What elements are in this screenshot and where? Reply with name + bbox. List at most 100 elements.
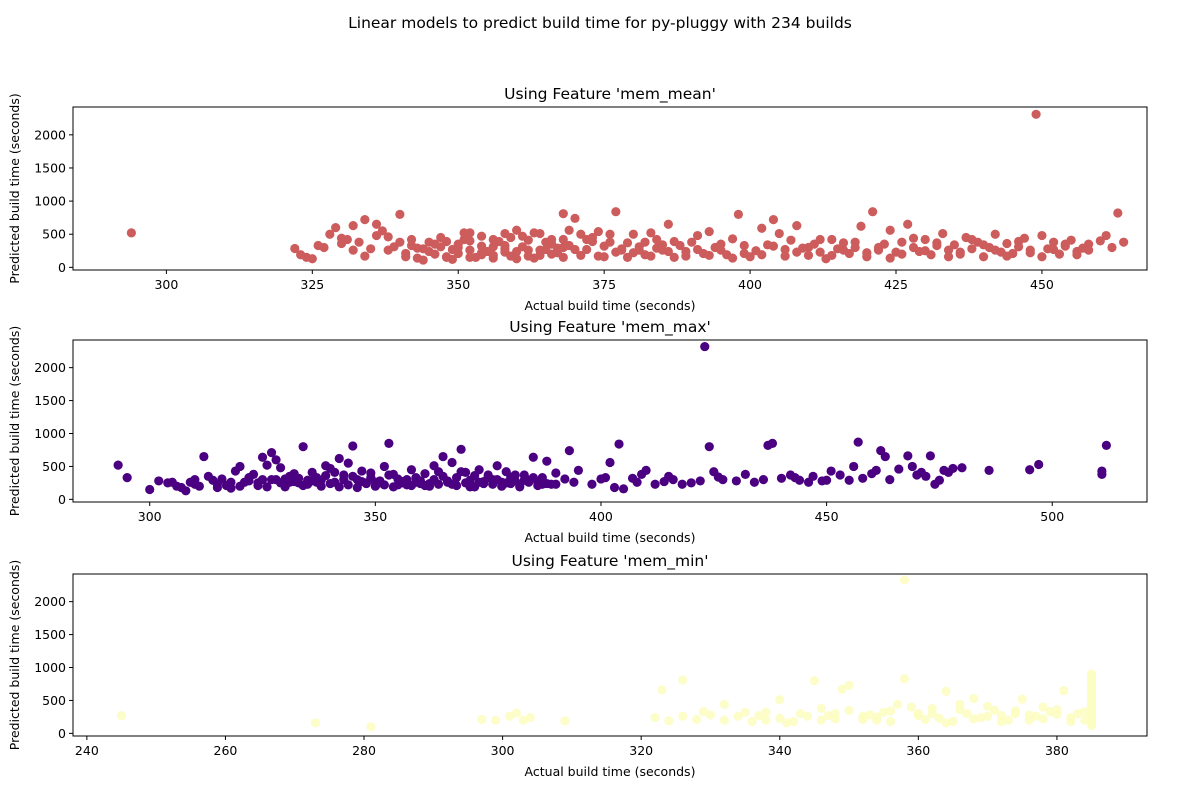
data-point-1-89: [792, 221, 802, 231]
data-point-2-196: [515, 482, 525, 492]
data-point-2-90: [560, 474, 570, 484]
data-point-2-110: [686, 478, 696, 488]
data-point-3-53: [1045, 707, 1055, 717]
data-point-1-230: [406, 234, 417, 245]
data-point-1-53: [582, 244, 592, 255]
data-point-1-190: [920, 246, 930, 256]
data-point-2-212: [357, 476, 367, 487]
data-point-1-204: [1084, 245, 1094, 255]
data-point-2-97: [605, 457, 615, 468]
data-point-3-99: [816, 715, 826, 725]
data-point-1-32: [465, 245, 475, 255]
data-point-3-8: [525, 712, 535, 723]
data-point-2-213: [366, 468, 376, 478]
data-point-2-211: [348, 471, 358, 481]
data-point-3-39: [948, 716, 958, 727]
data-point-2-2: [145, 484, 155, 495]
data-point-2-220: [429, 475, 439, 485]
data-point-1-7: [325, 229, 335, 239]
data-point-1-85: [768, 215, 779, 225]
data-point-2-72: [474, 465, 484, 475]
data-point-3-89: [1024, 710, 1034, 720]
data-point-3-91: [1052, 705, 1062, 715]
data-point-3-90: [1038, 714, 1048, 724]
data-point-2-203: [275, 478, 286, 488]
data-point-1-13: [360, 215, 370, 225]
x-axis-label-1: Actual build time (seconds): [525, 298, 696, 313]
data-point-1-4: [307, 254, 317, 264]
x-tick-label-1-3: 375: [592, 277, 616, 292]
x-tick-label-3-2: 280: [352, 743, 376, 758]
data-point-2-167: [253, 478, 263, 488]
x-tick-label-3-0: 240: [75, 743, 99, 758]
data-point-1-222: [582, 234, 592, 245]
data-point-1-160: [564, 225, 574, 235]
x-tick-label-2-4: 500: [1040, 509, 1064, 524]
y-tick-label-1-1: 500: [42, 227, 66, 242]
data-point-3-103: [761, 707, 771, 717]
data-point-1-226: [628, 229, 638, 239]
data-point-2-222: [447, 479, 457, 489]
data-point-1-236: [476, 248, 487, 258]
data-point-1-175: [739, 248, 749, 259]
data-point-2-210: [339, 475, 349, 485]
data-point-2-215: [384, 470, 394, 480]
y-tick-label-2-1: 500: [42, 459, 66, 474]
data-point-1-79: [733, 209, 744, 219]
data-point-1-158: [541, 244, 551, 255]
data-point-1-165: [622, 252, 633, 263]
data-point-3-37: [934, 713, 944, 723]
data-point-1-125: [1002, 238, 1012, 249]
x-tick-label-1-4: 400: [738, 277, 762, 292]
data-point-1-172: [704, 250, 714, 261]
data-point-1-51: [570, 213, 580, 223]
data-point-3-83: [941, 718, 951, 728]
x-tick-label-3-7: 380: [1045, 743, 1069, 758]
data-point-3-100: [802, 711, 813, 721]
y-tick-label-3-4: 2000: [34, 594, 66, 609]
data-point-1-107: [897, 237, 907, 247]
data-point-2-84: [528, 452, 538, 462]
data-point-3-58: [1080, 715, 1090, 725]
data-point-3-16: [761, 715, 771, 725]
data-point-2-224: [465, 482, 475, 492]
data-point-1-19: [395, 209, 405, 219]
data-point-1-74: [704, 226, 714, 237]
data-point-1-14: [366, 244, 376, 254]
data-point-2-202: [266, 475, 277, 485]
data-point-1-174: [727, 253, 738, 263]
data-point-1-186: [873, 242, 884, 253]
data-point-1-49: [558, 234, 568, 245]
data-point-2-15: [217, 474, 227, 484]
data-point-1-215: [500, 240, 510, 251]
data-point-2-0: [113, 460, 123, 470]
data-point-2-208: [321, 471, 331, 481]
y-tick-label-2-2: 1000: [34, 426, 66, 441]
data-point-2-209: [330, 467, 340, 477]
data-point-2-135: [858, 473, 868, 483]
data-point-3-102: [775, 713, 785, 723]
data-point-1-114: [938, 228, 948, 239]
data-point-1-145: [401, 252, 411, 262]
data-point-2-214: [375, 478, 385, 488]
data-point-1-93: [815, 247, 825, 257]
data-point-2-159: [1101, 440, 1111, 450]
data-point-2-66: [447, 457, 457, 468]
data-point-1-130: [1031, 109, 1041, 119]
y-axis-label-3: Predicted build time (seconds): [7, 560, 22, 750]
x-axis-label-2: Actual build time (seconds): [525, 530, 696, 545]
x-tick-label-3-5: 340: [768, 743, 792, 758]
data-point-2-112: [704, 442, 714, 452]
x-tick-label-1-5: 425: [884, 277, 908, 292]
subplot-title-3: Using Feature 'mem_min': [511, 552, 708, 571]
data-point-1-151: [465, 252, 475, 263]
data-point-2-133: [849, 461, 859, 472]
data-point-1-232: [430, 239, 440, 249]
data-point-2-155: [1025, 465, 1035, 475]
data-point-3-49: [1017, 694, 1027, 704]
data-point-1-167: [646, 251, 656, 261]
data-point-1-195: [978, 240, 989, 250]
subplot-title-2: Using Feature 'mem_max': [509, 318, 711, 337]
x-tick-label-2-3: 450: [815, 509, 839, 524]
data-point-2-166: [244, 476, 254, 486]
